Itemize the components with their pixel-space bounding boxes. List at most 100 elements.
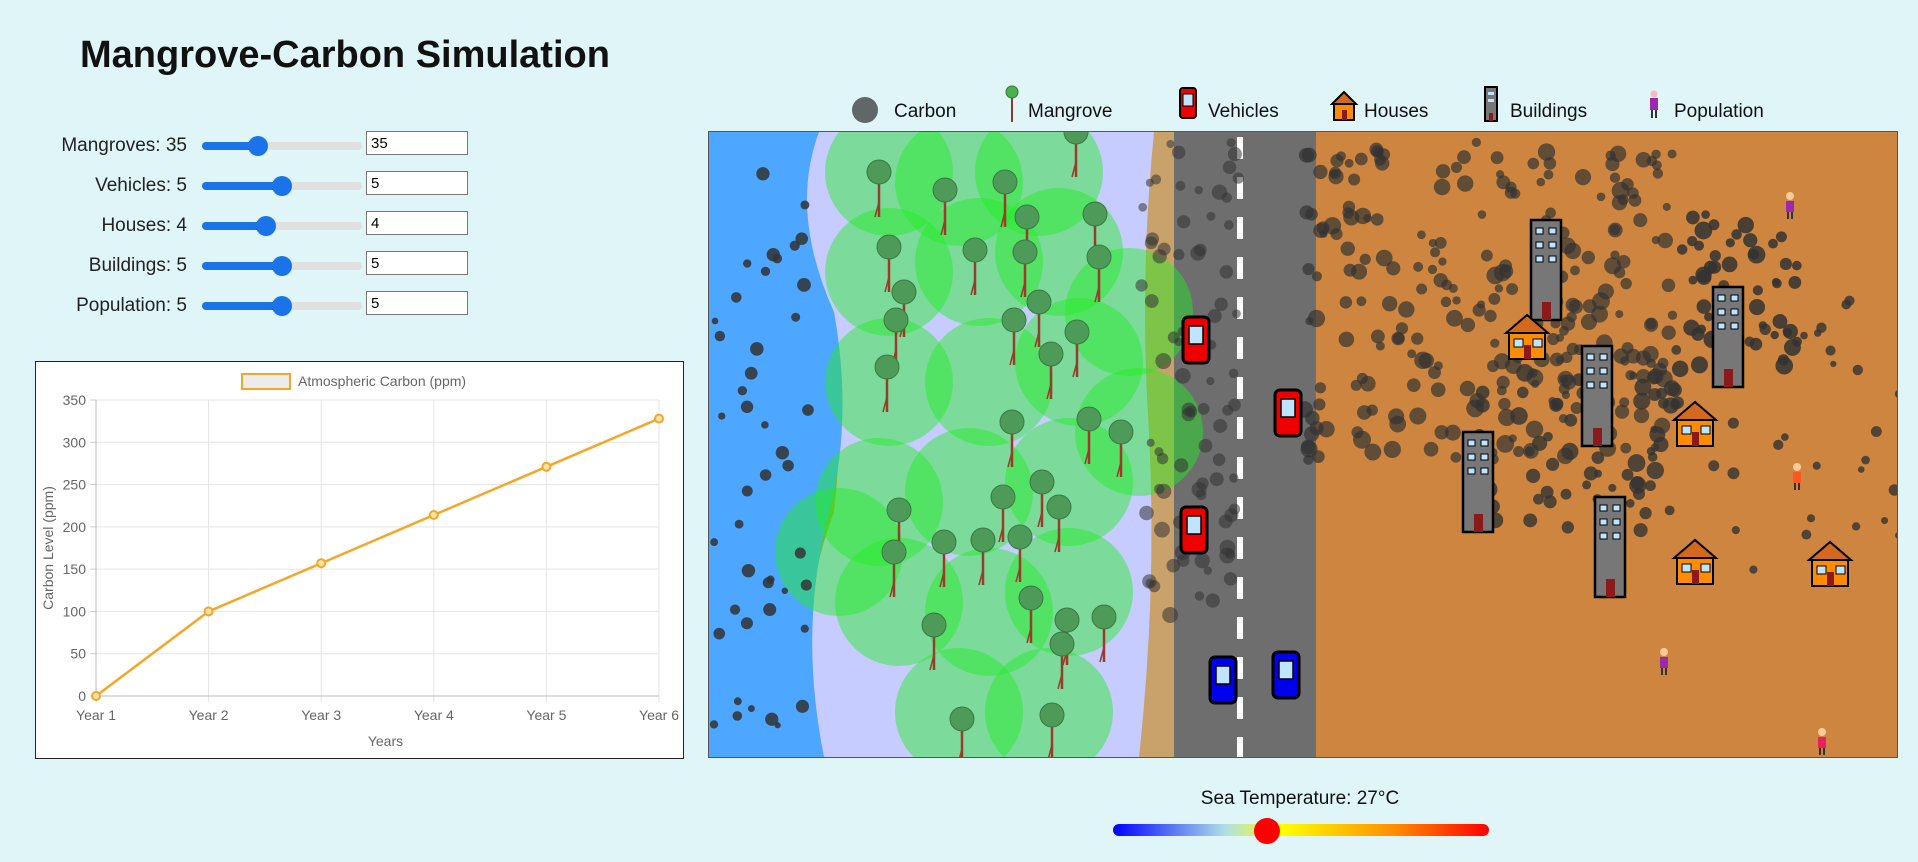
vehicles-slider-handle[interactable]: [272, 176, 292, 196]
carbon-particle: [1671, 396, 1684, 409]
carbon-particle: [1343, 263, 1357, 277]
mangrove-icon: [990, 484, 1016, 510]
mangroves-slider[interactable]: [202, 142, 362, 150]
carbon-particle: [1551, 397, 1564, 410]
lane-marking: [1237, 457, 1243, 479]
carbon-particle: [741, 563, 756, 578]
carbon-particle: [1647, 368, 1664, 385]
carbon-particle: [1543, 169, 1554, 180]
carbon-particle: [1506, 283, 1519, 296]
mangroves-slider-handle[interactable]: [248, 136, 268, 156]
lane-marking: [1237, 497, 1243, 519]
carbon-particle: [1687, 235, 1698, 247]
carbon-icon: [852, 97, 878, 123]
mangrove-root: [1020, 281, 1026, 298]
houses-input[interactable]: [366, 211, 468, 235]
mangrove-icon: [1007, 524, 1033, 550]
buildings-input[interactable]: [366, 251, 468, 275]
population-input[interactable]: [366, 291, 468, 315]
carbon-particle: [1591, 305, 1608, 323]
carbon-particle: [1434, 425, 1449, 440]
carbon-particle: [729, 604, 741, 615]
carbon-particle: [1540, 485, 1554, 499]
carbon-particle: [1154, 521, 1170, 538]
carbon-particle: [1177, 554, 1190, 567]
carbon-particle: [1709, 250, 1721, 262]
population-slider-handle[interactable]: [272, 296, 292, 316]
carbon-particle: [1219, 265, 1234, 279]
carbon-particle: [1427, 264, 1438, 275]
mangrove-icon: [1026, 289, 1052, 315]
carbon-particle: [1523, 513, 1538, 528]
carbon-particle: [1494, 284, 1504, 293]
carbon-particle: [1607, 222, 1623, 238]
carbon-particle: [1475, 398, 1490, 413]
mangrove-root: [1015, 566, 1021, 583]
carbon-particle: [1596, 192, 1606, 202]
mangrove-root: [1007, 451, 1013, 468]
person-icon: [1793, 463, 1801, 490]
carbon-particle: [1646, 461, 1664, 480]
carbon-particle: [1389, 415, 1407, 433]
sea-temperature-slider[interactable]: [1113, 824, 1489, 836]
carbon-particle: [1605, 157, 1620, 172]
carbon-particle: [1366, 404, 1378, 416]
sea-temperature-handle[interactable]: [1254, 818, 1281, 844]
carbon-particle: [1146, 438, 1155, 447]
y-tick-label: 250: [63, 477, 87, 493]
house-icon: [1503, 313, 1551, 360]
carbon-particle: [1708, 460, 1720, 472]
buildings-slider-handle[interactable]: [272, 256, 292, 276]
mangrove-root: [959, 748, 963, 757]
carbon-particle: [766, 575, 775, 584]
mangrove-canopy: [1065, 248, 1193, 376]
carbon-particle: [1533, 493, 1544, 505]
carbon-particle: [1413, 261, 1424, 272]
mangroves-input[interactable]: [366, 131, 468, 155]
carbon-particle: [1561, 521, 1574, 534]
carbon-particle: [1537, 143, 1556, 161]
carbon-particle: [1830, 360, 1837, 368]
carbon-particle: [1773, 439, 1784, 450]
vehicles-input[interactable]: [366, 171, 468, 195]
lane-marking: [1237, 617, 1243, 639]
carbon-particle: [1616, 255, 1631, 269]
carbon-particle: [1311, 271, 1323, 282]
carbon-particle: [1806, 514, 1816, 523]
carbon-particle: [1870, 426, 1882, 437]
carbon-particle: [1430, 247, 1441, 258]
mangrove-icon: [876, 234, 902, 260]
carbon-particle: [1704, 312, 1713, 322]
carbon-particle: [1477, 210, 1487, 219]
houses-slider-handle[interactable]: [256, 216, 276, 236]
carbon-particle: [1812, 461, 1821, 470]
carbon-particle: [1788, 276, 1802, 289]
carbon-particle: [1460, 317, 1476, 333]
carbon-particle: [1496, 375, 1510, 389]
carbon-particle: [1894, 390, 1897, 398]
mangrove-root: [1000, 211, 1006, 228]
carbon-particle: [1386, 261, 1401, 276]
carbon-particle: [1825, 345, 1836, 356]
carbon-particle: [1194, 243, 1207, 257]
lane-marking: [1237, 177, 1243, 199]
mangrove-icon: [1054, 607, 1080, 633]
carbon-particle: [795, 232, 809, 245]
carbon-particle: [1639, 507, 1652, 520]
carbon-particle: [713, 627, 726, 640]
page-title: Mangrove-Carbon Simulation: [80, 34, 610, 76]
carbon-particle: [1613, 348, 1629, 364]
houses-slider[interactable]: [202, 222, 362, 230]
buildings-label: Buildings: 5: [88, 255, 187, 276]
carbon-particle: [756, 167, 770, 181]
simulation-canvas[interactable]: [708, 131, 1898, 758]
carbon-particle: [1570, 401, 1583, 414]
mangrove-icon: [1005, 85, 1019, 122]
mangrove-icon: [1014, 204, 1040, 230]
carbon-particle: [1671, 345, 1682, 355]
carbon-particle: [791, 312, 801, 322]
carbon-particle: [1564, 242, 1582, 260]
carbon-particle: [1175, 180, 1186, 191]
carbon-particle: [1329, 166, 1342, 180]
carbon-particle: [1211, 184, 1228, 200]
